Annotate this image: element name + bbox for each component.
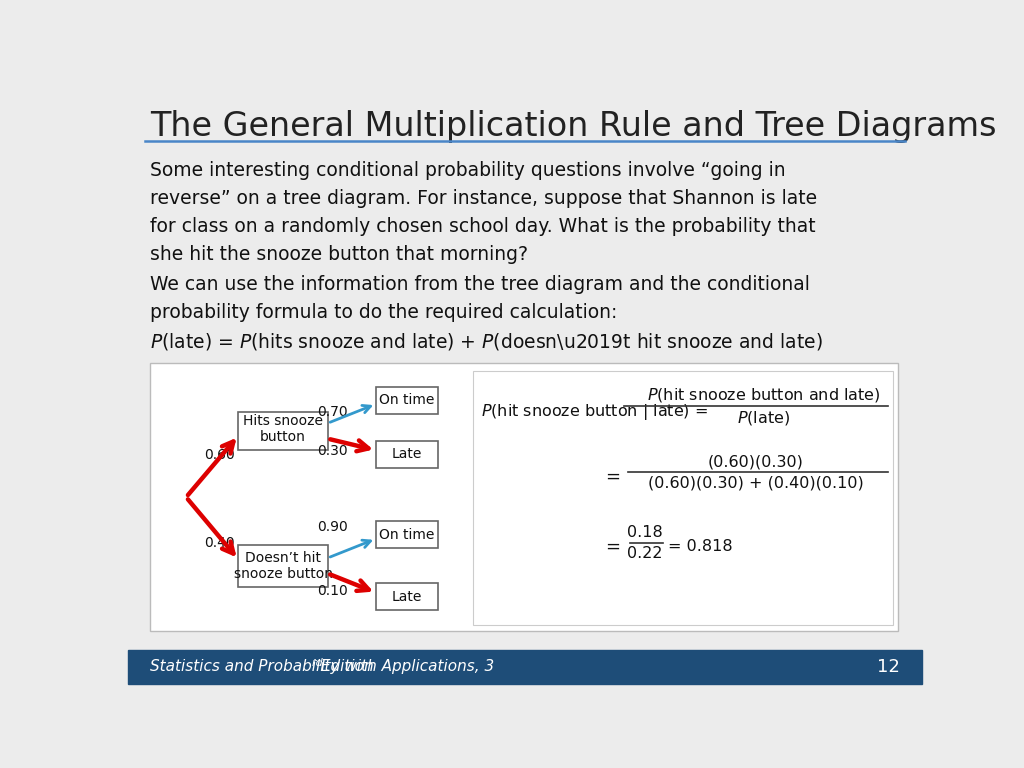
Text: We can use the information from the tree diagram and the conditional
probability: We can use the information from the tree… bbox=[150, 276, 810, 323]
Text: $\mathit{P}$(late) = $\mathit{P}$(hits snooze and late) + $\mathit{P}$(doesn\u20: $\mathit{P}$(late) = $\mathit{P}$(hits s… bbox=[150, 331, 822, 352]
Text: Some interesting conditional probability questions involve “going in
reverse” on: Some interesting conditional probability… bbox=[150, 161, 817, 264]
Bar bbox=[128, 650, 922, 684]
Text: 0.90: 0.90 bbox=[317, 520, 348, 535]
Text: =: = bbox=[605, 538, 621, 555]
Bar bbox=[473, 371, 893, 625]
Text: (0.60)(0.30): (0.60)(0.30) bbox=[708, 455, 804, 469]
Text: $\mathit{P}$(late): $\mathit{P}$(late) bbox=[737, 409, 791, 428]
Text: $\mathit{P}$(hit snooze button | late) =: $\mathit{P}$(hit snooze button | late) = bbox=[480, 402, 708, 422]
Text: Edition: Edition bbox=[316, 659, 374, 674]
Text: $\mathit{P}$(hit snooze button and late): $\mathit{P}$(hit snooze button and late) bbox=[647, 386, 881, 404]
Text: 0.10: 0.10 bbox=[317, 584, 348, 598]
Text: 0.30: 0.30 bbox=[317, 444, 348, 458]
Text: 0.40: 0.40 bbox=[204, 536, 234, 551]
Bar bbox=[376, 441, 438, 468]
Text: On time: On time bbox=[379, 528, 434, 542]
Text: 0.22: 0.22 bbox=[627, 547, 663, 561]
Text: Hits snooze
button: Hits snooze button bbox=[243, 413, 323, 444]
Text: rd: rd bbox=[311, 657, 324, 667]
Bar bbox=[239, 412, 328, 450]
Text: = 0.818: = 0.818 bbox=[669, 539, 733, 554]
Bar bbox=[376, 521, 438, 548]
Text: 12: 12 bbox=[877, 657, 900, 676]
Text: Late: Late bbox=[392, 447, 422, 461]
Text: (0.60)(0.30) + (0.40)(0.10): (0.60)(0.30) + (0.40)(0.10) bbox=[648, 475, 863, 491]
Text: The General Multiplication Rule and Tree Diagrams: The General Multiplication Rule and Tree… bbox=[150, 110, 996, 143]
Bar bbox=[376, 386, 438, 414]
Text: 0.60: 0.60 bbox=[204, 448, 234, 462]
Bar bbox=[150, 363, 898, 631]
Text: 0.70: 0.70 bbox=[317, 405, 348, 419]
Text: On time: On time bbox=[379, 393, 434, 407]
Text: Doesn’t hit
snooze button: Doesn’t hit snooze button bbox=[233, 551, 333, 581]
Bar bbox=[239, 545, 328, 587]
Text: 0.18: 0.18 bbox=[627, 525, 663, 541]
Text: Statistics and Probability with Applications, 3: Statistics and Probability with Applicat… bbox=[150, 659, 494, 674]
Bar bbox=[376, 583, 438, 610]
Text: =: = bbox=[605, 468, 621, 486]
Text: Late: Late bbox=[392, 590, 422, 604]
